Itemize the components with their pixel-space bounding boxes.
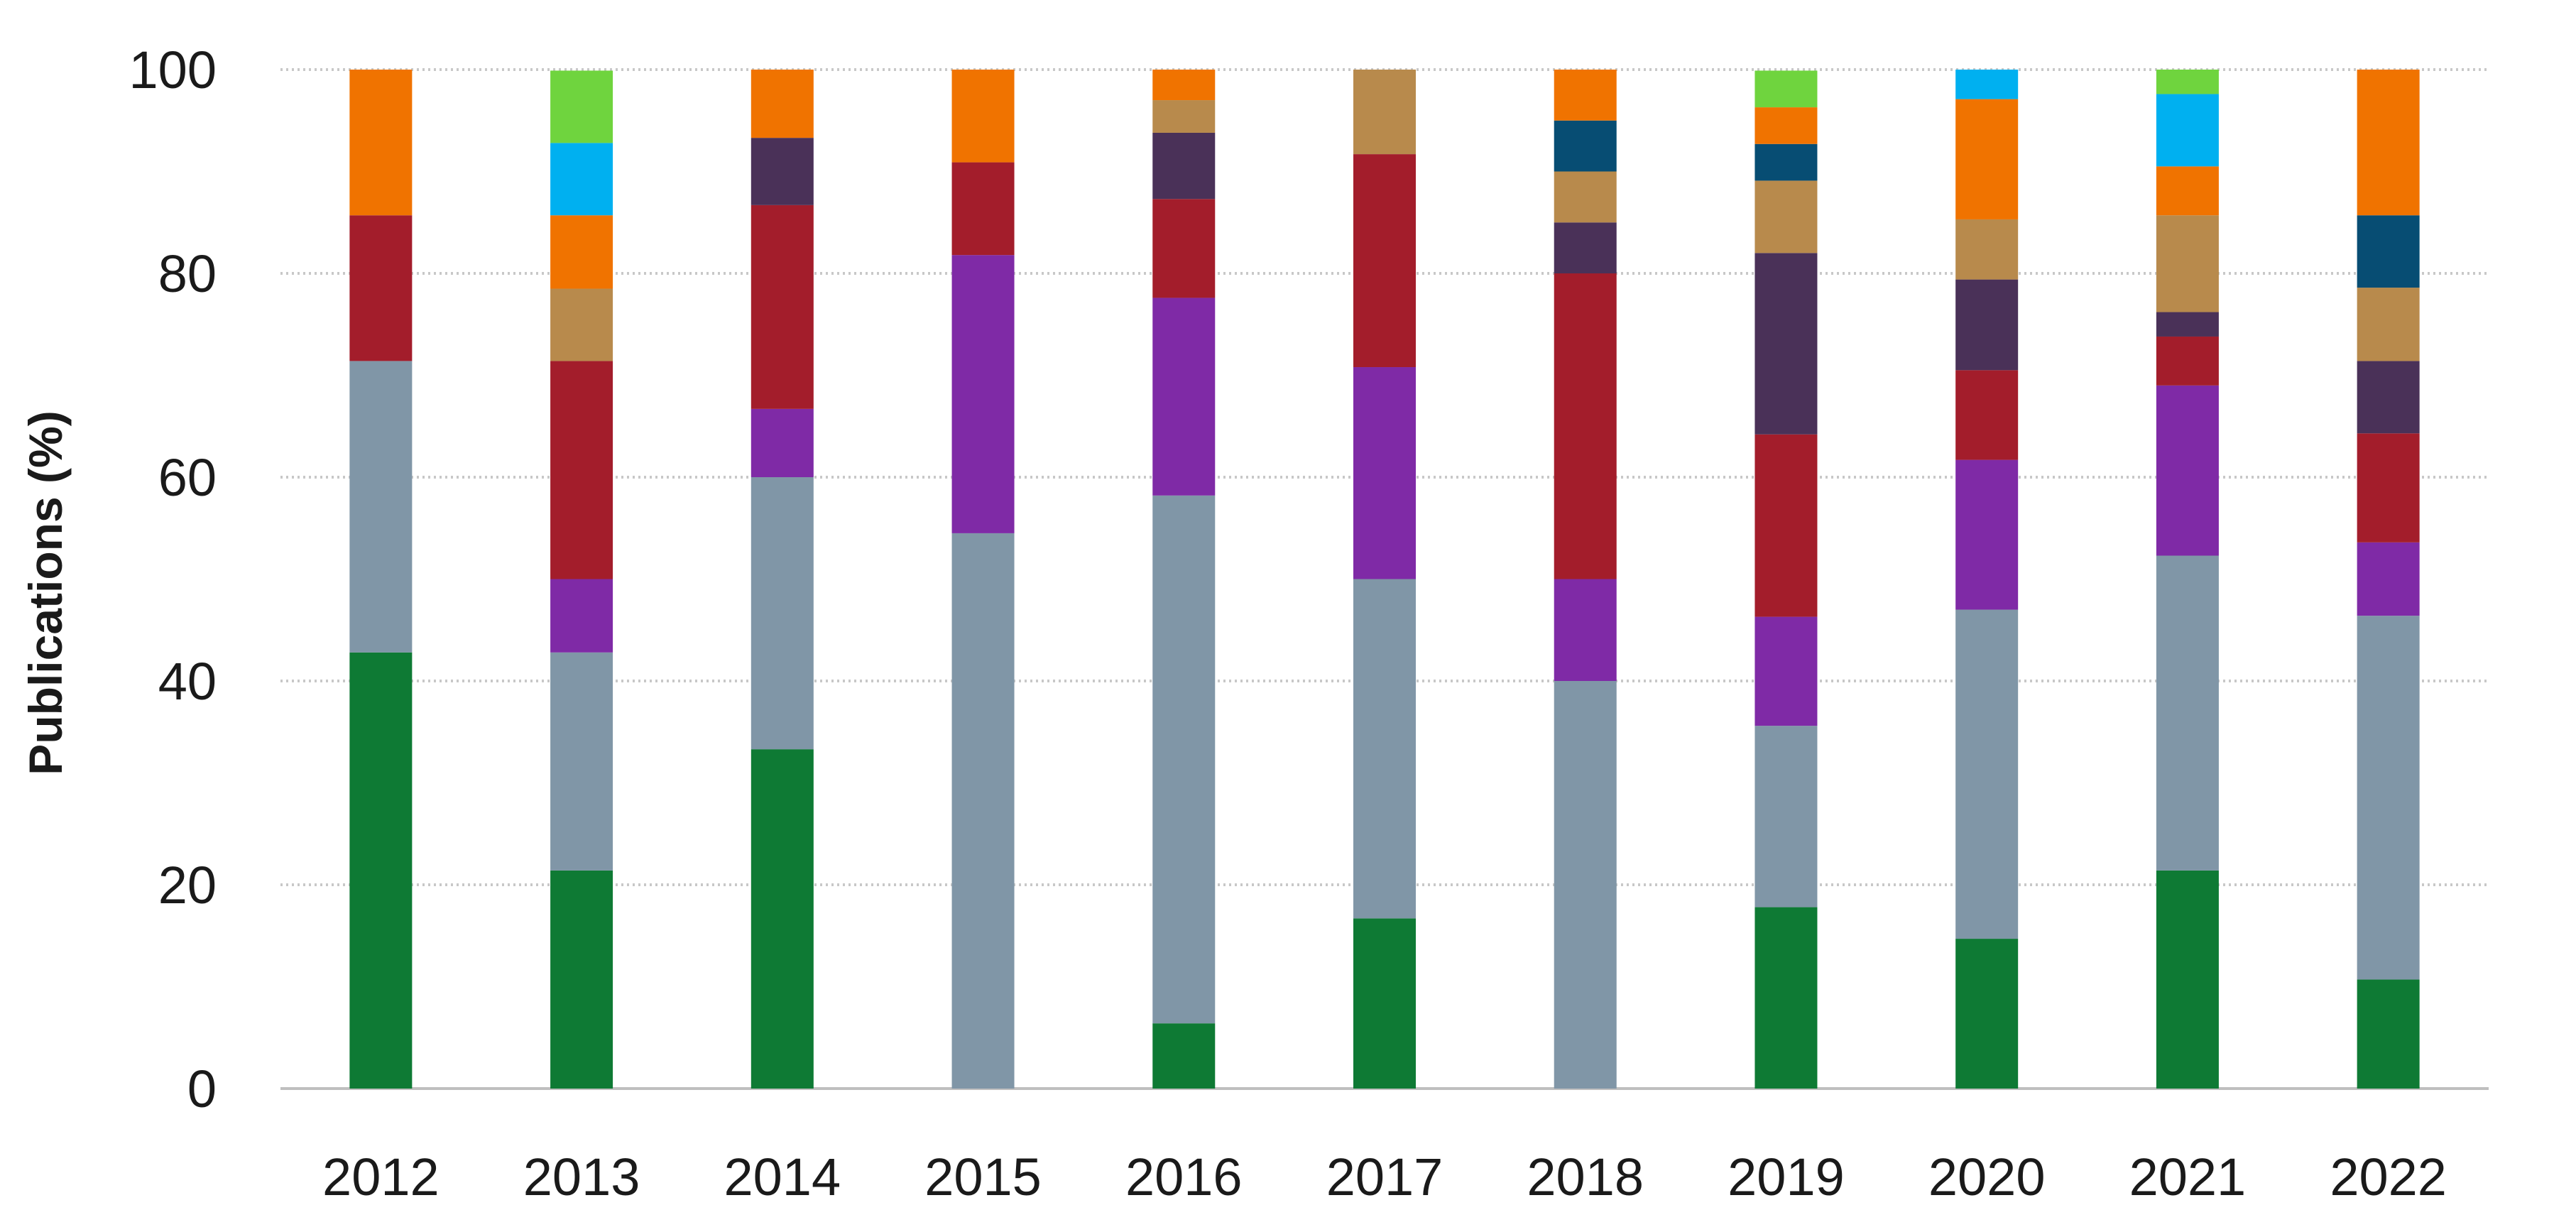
bar-segment [1152,495,1216,1024]
bar-segment [1554,171,1617,223]
bar-segment [2156,70,2219,94]
bar-segment [1353,154,1416,368]
bars [349,70,2420,1089]
bar-segment [349,652,413,1089]
y-tick-label: 40 [158,652,217,711]
bar-segment [1754,726,1818,907]
bar-segment [1754,70,1818,108]
bar-segment [2156,555,2219,871]
bar-segment [1955,70,2019,99]
bar-segment [2156,215,2219,312]
bar-segment [1152,199,1216,298]
bar-segment [951,70,1015,163]
bar-segment [751,138,814,205]
bar-segment [2156,385,2219,556]
bar-segment [1754,434,1818,617]
bar-segment [1152,100,1216,133]
bar-segment [349,215,413,361]
bar-segment [1955,279,2019,371]
bar-segment [951,162,1015,256]
bar-segment [951,533,1015,1089]
bar-segment [1152,132,1216,200]
bar-segment [1754,143,1818,181]
bar-segment [2357,542,2420,616]
bar-segment [1353,579,1416,919]
bar-segment [1955,939,2019,1089]
bar-segment [1955,370,2019,460]
bar-segment [1955,99,2019,219]
x-tick-label: 2021 [2129,1147,2247,1206]
bar-segment [751,70,814,138]
bar-segment [2156,166,2219,216]
y-axis-title: Publications (%) [19,410,72,775]
bar-segment [2156,870,2219,1089]
bar-segment [751,749,814,1089]
x-tick-label: 2015 [924,1147,1042,1206]
bar-segment [550,215,613,289]
bar-segment [951,255,1015,533]
bar-segment [550,70,613,143]
bar-segment [2357,616,2420,980]
bar-segment [1554,222,1617,273]
bar-segment [2357,433,2420,543]
x-tick-label: 2018 [1527,1147,1644,1206]
bar-segment [2357,288,2420,361]
bar-segment [2156,94,2219,167]
bar-segment [1554,120,1617,172]
x-tick-label: 2016 [1125,1147,1243,1206]
bar-segment [2156,336,2219,386]
bar-segment [1754,107,1818,144]
bar-segment [349,361,413,653]
bar-segment [1554,273,1617,579]
bar-segment [550,870,613,1089]
x-tick-label: 2014 [724,1147,841,1206]
bar-segment [1754,907,1818,1089]
bar-segment [550,143,613,216]
bar-segment [1955,459,2019,610]
x-tick-label: 2017 [1326,1147,1443,1206]
bar-segment [1754,616,1818,726]
bar-segment [349,70,413,216]
bar-segment [751,477,814,750]
bar-segment [1955,609,2019,939]
bar-segment [1152,298,1216,496]
bar-segment [2357,361,2420,434]
bar-segment [1152,70,1216,101]
bar-segment [1554,579,1617,681]
x-tick-label: 2020 [1928,1147,2046,1206]
y-tick-label: 20 [158,856,217,915]
bar-segment [751,408,814,477]
y-tick-label: 100 [129,40,217,99]
x-tick-label: 2019 [1728,1147,1845,1206]
bar-segment [550,361,613,579]
bar-segment [1754,180,1818,254]
bar-segment [1152,1023,1216,1089]
x-tick-label: 2022 [2330,1147,2447,1206]
bar-segment [550,652,613,871]
bar-segment [1353,70,1416,155]
y-tick-label: 80 [158,244,217,303]
bar-segment [550,288,613,361]
y-tick-label: 0 [187,1059,217,1118]
bar-segment [2357,70,2420,216]
bar-segment [751,205,814,409]
x-tick-label: 2012 [322,1147,440,1206]
bar-segment [1554,70,1617,121]
bar-segment [2357,979,2420,1089]
x-axis-ticks: 2012 2013 2014 2015 2016 2017 2018 2019 2020 2021… [322,1147,2447,1206]
y-tick-label: 60 [158,448,217,507]
bar-segment [1554,681,1617,1089]
y-axis-ticks: 0 20 40 60 80 100 [129,40,217,1118]
bar-segment [1353,367,1416,579]
bar-segment [1353,918,1416,1089]
bar-segment [550,579,613,653]
bar-segment [2357,215,2420,288]
x-tick-label: 2013 [523,1147,640,1206]
bar-segment [1955,219,2019,280]
bar-segment [1754,253,1818,435]
bar-segment [2156,312,2219,337]
